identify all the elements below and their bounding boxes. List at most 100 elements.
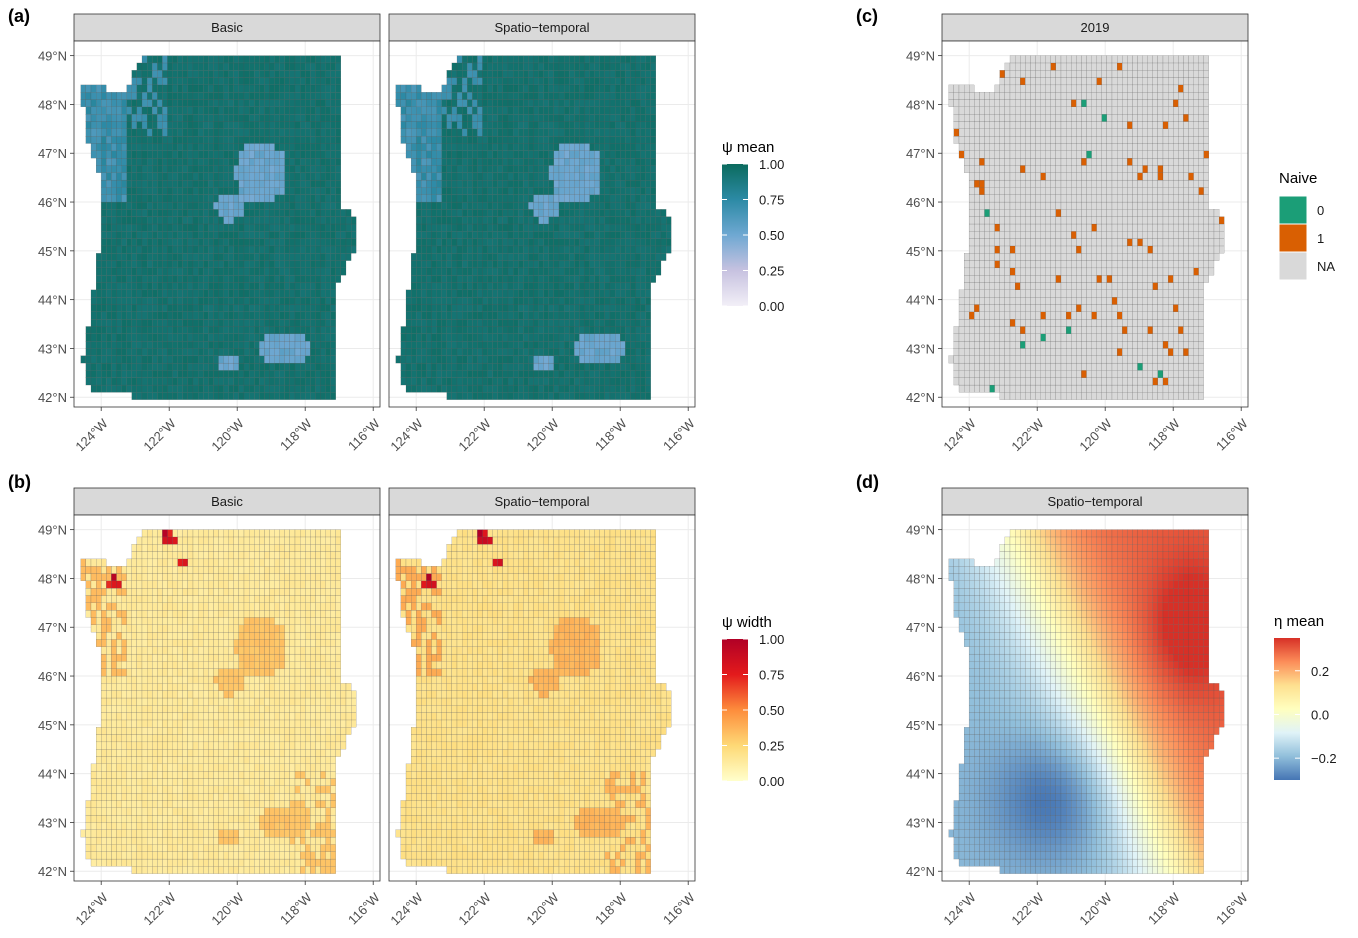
grid-cell bbox=[96, 282, 102, 290]
grid-cell bbox=[543, 172, 549, 181]
grid-cell bbox=[126, 333, 132, 342]
grid-cell bbox=[456, 223, 463, 232]
grid-cell bbox=[594, 158, 600, 166]
grid-cell bbox=[131, 311, 137, 320]
grid-cell bbox=[330, 55, 336, 64]
grid-cell bbox=[502, 267, 509, 276]
grid-cell bbox=[594, 136, 600, 144]
grid-cell bbox=[198, 267, 204, 276]
grid-cell bbox=[502, 84, 509, 93]
grid-cell bbox=[640, 70, 646, 78]
grid-cell bbox=[90, 858, 97, 867]
grid-cell bbox=[192, 275, 199, 283]
grid-cell bbox=[487, 333, 493, 342]
grid-cell bbox=[655, 238, 662, 247]
grid-cell bbox=[487, 311, 493, 320]
grid-cell bbox=[497, 231, 503, 239]
grid-cell bbox=[569, 179, 575, 188]
grid-cell bbox=[645, 121, 651, 129]
grid-cell bbox=[625, 70, 631, 78]
grid-cell bbox=[162, 866, 168, 874]
grid-cell bbox=[254, 238, 260, 247]
grid-cell bbox=[284, 275, 290, 283]
grid-cell bbox=[513, 289, 519, 298]
grid-cell bbox=[472, 179, 478, 188]
grid-cell bbox=[564, 370, 570, 378]
grid-cell bbox=[305, 267, 311, 276]
grid-cell bbox=[187, 165, 194, 173]
grid-cell bbox=[187, 355, 194, 364]
grid-cell bbox=[325, 121, 331, 129]
grid-cell bbox=[330, 333, 336, 342]
grid-cell bbox=[335, 70, 341, 78]
grid-cell bbox=[182, 223, 188, 232]
grid-cell bbox=[131, 150, 137, 159]
grid-cell bbox=[254, 370, 260, 378]
grid-cell bbox=[502, 62, 509, 71]
grid-cell bbox=[177, 209, 183, 217]
grid-cell bbox=[589, 216, 595, 225]
grid-cell bbox=[187, 253, 194, 261]
grid-cell bbox=[177, 282, 183, 290]
grid-cell bbox=[228, 172, 234, 181]
grid-cell bbox=[162, 333, 168, 342]
grid-cell bbox=[492, 121, 498, 129]
grid-cell bbox=[492, 201, 498, 210]
grid-cell bbox=[620, 231, 626, 239]
grid-cell bbox=[172, 55, 178, 64]
grid-cell bbox=[451, 341, 458, 349]
grid-cell bbox=[264, 326, 270, 334]
grid-cell bbox=[569, 172, 575, 181]
grid-cell bbox=[85, 128, 92, 137]
grid-cell bbox=[569, 245, 575, 254]
grid-cell bbox=[259, 829, 265, 838]
grid-cell bbox=[543, 223, 549, 232]
grid-cell bbox=[431, 172, 437, 181]
grid-cell bbox=[635, 238, 641, 247]
grid-cell bbox=[152, 858, 158, 867]
grid-cell bbox=[553, 326, 560, 334]
grid-cell bbox=[152, 377, 158, 386]
grid-cell bbox=[254, 179, 260, 188]
grid-cell bbox=[177, 333, 183, 342]
grid-cell bbox=[213, 341, 219, 349]
grid-cell bbox=[289, 267, 296, 276]
grid-cell bbox=[111, 370, 117, 378]
grid-cell bbox=[147, 275, 153, 283]
grid-cell bbox=[569, 341, 575, 349]
grid-cell bbox=[223, 333, 229, 342]
grid-cell bbox=[279, 341, 285, 349]
grid-cell bbox=[187, 289, 194, 298]
grid-cell bbox=[90, 348, 97, 356]
grid-cell bbox=[446, 348, 452, 356]
grid-cell bbox=[472, 77, 478, 86]
grid-cell bbox=[203, 275, 209, 283]
grid-cell bbox=[147, 92, 153, 100]
grid-cell bbox=[528, 179, 534, 188]
grid-cell bbox=[101, 136, 107, 144]
grid-cell bbox=[625, 150, 631, 159]
grid-cell bbox=[579, 297, 585, 305]
grid-cell bbox=[141, 289, 148, 298]
grid-cell bbox=[264, 297, 270, 305]
grid-cell bbox=[472, 275, 478, 283]
grid-cell bbox=[101, 187, 107, 195]
grid-cell bbox=[90, 844, 97, 852]
grid-cell bbox=[523, 267, 529, 276]
grid-cell bbox=[233, 829, 239, 838]
grid-cell bbox=[635, 275, 641, 283]
grid-cell bbox=[558, 106, 565, 115]
grid-cell bbox=[564, 333, 570, 342]
grid-cell bbox=[502, 209, 509, 217]
grid-cell bbox=[553, 179, 560, 188]
grid-cell bbox=[467, 150, 473, 159]
grid-cell bbox=[198, 114, 204, 122]
grid-cell bbox=[254, 121, 260, 129]
grid-cell bbox=[274, 858, 280, 867]
grid-cell bbox=[594, 70, 600, 78]
grid-cell bbox=[192, 143, 199, 151]
grid-cell bbox=[121, 253, 127, 261]
grid-cell bbox=[553, 223, 560, 232]
grid-cell bbox=[177, 267, 183, 276]
grid-cell bbox=[528, 143, 534, 151]
